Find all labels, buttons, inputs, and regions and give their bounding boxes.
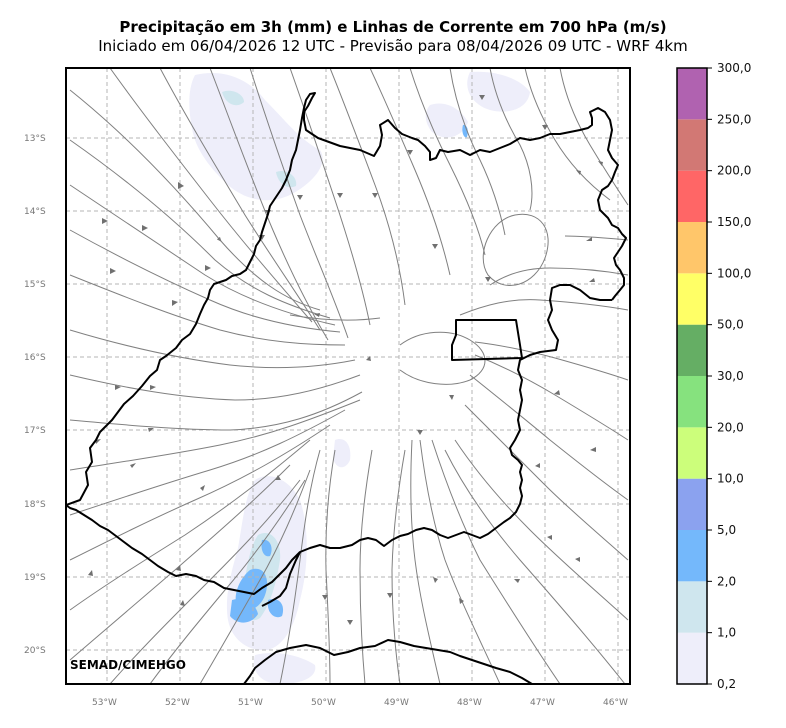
colorbar-label: 100,0: [717, 266, 751, 280]
credit-label: SEMAD/CIMEHGO: [70, 658, 186, 672]
colorbar-label: 5,0: [717, 523, 736, 537]
streamlines: [69, 68, 629, 684]
colorbar-label: 10,0: [717, 472, 744, 486]
lon-label: 48°W: [457, 698, 482, 708]
chart-title: Precipitação em 3h (mm) e Linhas de Corr…: [119, 18, 667, 36]
colorbar-label: 0,2: [717, 677, 736, 691]
colorbar: 0,2 1,0 2,0 5,0 10,0 20,0 30,0 50,0 100,0 150,0 20…: [676, 61, 751, 691]
lat-label: 14°S: [24, 207, 46, 217]
lon-label: 51°W: [238, 698, 263, 708]
lat-label: 19°S: [24, 573, 46, 583]
colorbar-segment: [677, 68, 707, 120]
colorbar-segment: [677, 324, 707, 376]
lat-label: 18°S: [24, 500, 46, 510]
colorbar-label: 250,0: [717, 112, 751, 126]
lon-label: 53°W: [92, 698, 117, 708]
colorbar-label: 30,0: [717, 369, 744, 383]
colorbar-label: 20,0: [717, 420, 744, 434]
colorbar-label: 150,0: [717, 215, 751, 229]
gridlines: [66, 68, 630, 684]
colorbar-label: 200,0: [717, 164, 751, 178]
colorbar-segment: [677, 376, 707, 428]
lon-label: 49°W: [384, 698, 409, 708]
lat-axis: 13°S 14°S 15°S 16°S 17°S 18°S 19°S 20°S: [24, 134, 46, 656]
colorbar-label: 2,0: [717, 574, 736, 588]
state-boundaries: [66, 92, 627, 684]
chart-subtitle: Iniciado em 06/04/2026 12 UTC - Previsão…: [98, 37, 688, 55]
colorbar-label: 50,0: [717, 318, 744, 332]
lat-label: 15°S: [24, 280, 46, 290]
lon-label: 47°W: [530, 698, 555, 708]
map-frame: [65, 67, 631, 685]
lon-label: 46°W: [603, 698, 628, 708]
colorbar-label: 1,0: [717, 626, 736, 640]
lon-axis: 53°W 52°W 51°W 50°W 49°W 48°W 47°W 46°W: [92, 698, 628, 708]
colorbar-label: 300,0: [717, 61, 751, 75]
colorbar-segment: [677, 632, 707, 684]
lon-label: 52°W: [165, 698, 190, 708]
lat-label: 17°S: [24, 426, 46, 436]
lat-label: 20°S: [24, 646, 46, 656]
colorbar-segment: [677, 119, 707, 171]
colorbar-segment: [677, 273, 707, 325]
colorbar-segment: [677, 427, 707, 479]
colorbar-segment: [677, 581, 707, 633]
colorbar-segment: [677, 530, 707, 582]
colorbar-segment: [677, 170, 707, 222]
colorbar-segment: [677, 478, 707, 530]
streamline-arrows: [88, 95, 603, 625]
lat-label: 16°S: [24, 353, 46, 363]
lon-label: 50°W: [311, 698, 336, 708]
lat-label: 13°S: [24, 134, 46, 144]
colorbar-segment: [677, 222, 707, 274]
